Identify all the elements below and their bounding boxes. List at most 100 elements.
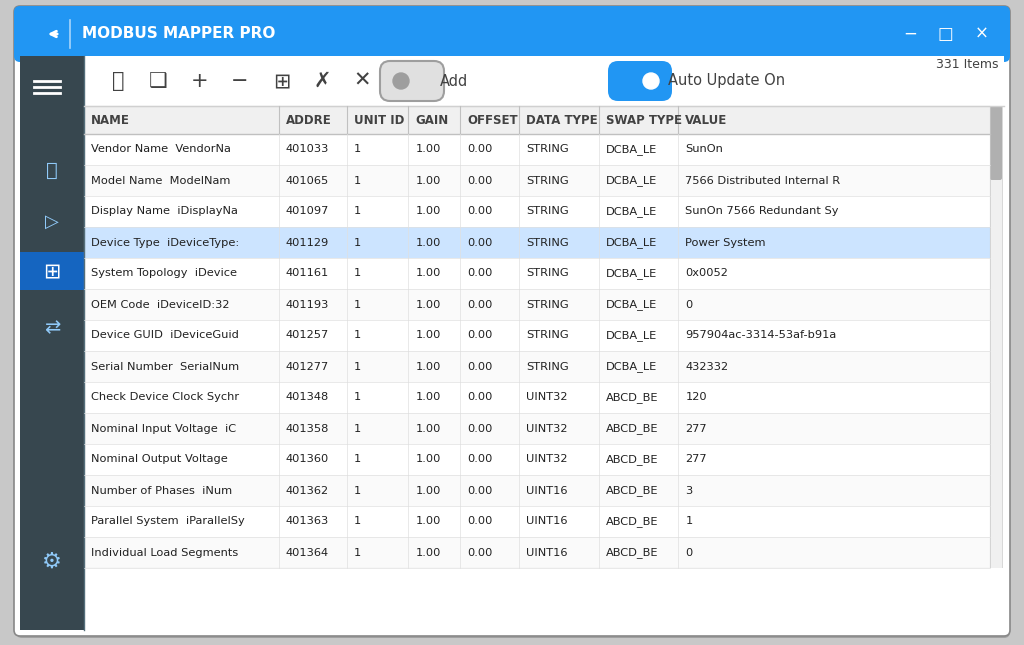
Text: Model Name  ModelNam: Model Name ModelNam xyxy=(91,175,230,186)
Text: OEM Code  iDeviceID:32: OEM Code iDeviceID:32 xyxy=(91,299,229,310)
Text: 1: 1 xyxy=(353,455,361,464)
Bar xyxy=(84,106,990,134)
Bar xyxy=(84,444,990,475)
Text: Device Type  iDeviceType:: Device Type iDeviceType: xyxy=(91,237,240,248)
Text: 277: 277 xyxy=(685,424,707,433)
Text: −: − xyxy=(903,25,916,43)
Text: Parallel System  iParallelSy: Parallel System iParallelSy xyxy=(91,517,245,526)
Text: □: □ xyxy=(937,25,953,43)
Text: 401065: 401065 xyxy=(286,175,329,186)
Text: ❑: ❑ xyxy=(148,71,167,91)
Bar xyxy=(84,351,990,382)
Text: 0.00: 0.00 xyxy=(467,517,493,526)
Text: SunOn 7566 Redundant Sy: SunOn 7566 Redundant Sy xyxy=(685,206,839,217)
Text: 1: 1 xyxy=(353,144,361,155)
Text: DCBA_LE: DCBA_LE xyxy=(605,361,656,372)
Text: 277: 277 xyxy=(685,455,707,464)
Text: STRING: STRING xyxy=(526,330,568,341)
Bar xyxy=(84,258,990,289)
Text: DCBA_LE: DCBA_LE xyxy=(605,268,656,279)
Text: Number of Phases  iNum: Number of Phases iNum xyxy=(91,486,232,495)
Text: 1.00: 1.00 xyxy=(416,361,440,372)
Text: System Topology  iDevice: System Topology iDevice xyxy=(91,268,237,279)
Bar xyxy=(84,134,990,165)
Circle shape xyxy=(643,73,659,89)
Text: 1.00: 1.00 xyxy=(416,548,440,557)
Text: 1: 1 xyxy=(685,517,692,526)
Text: ABCD_BE: ABCD_BE xyxy=(605,392,658,403)
Text: Check Device Clock Sychr: Check Device Clock Sychr xyxy=(91,393,240,402)
Bar xyxy=(84,506,990,537)
Text: 0.00: 0.00 xyxy=(467,330,493,341)
Text: UINT32: UINT32 xyxy=(526,424,567,433)
Text: UINT16: UINT16 xyxy=(526,548,567,557)
Text: DCBA_LE: DCBA_LE xyxy=(605,175,656,186)
FancyBboxPatch shape xyxy=(14,6,1010,62)
Text: 1.00: 1.00 xyxy=(416,144,440,155)
Bar xyxy=(990,106,1002,568)
Text: SWAP TYPE: SWAP TYPE xyxy=(605,114,682,126)
Bar xyxy=(84,568,1004,630)
Text: VALUE: VALUE xyxy=(685,114,728,126)
Text: 0.00: 0.00 xyxy=(467,393,493,402)
Text: 1.00: 1.00 xyxy=(416,517,440,526)
Text: STRING: STRING xyxy=(526,361,568,372)
FancyBboxPatch shape xyxy=(990,106,1002,180)
Bar xyxy=(84,537,990,568)
Text: 0.00: 0.00 xyxy=(467,237,493,248)
Text: 1.00: 1.00 xyxy=(416,268,440,279)
Text: 0.00: 0.00 xyxy=(467,175,493,186)
Text: 0: 0 xyxy=(685,548,692,557)
Bar xyxy=(84,227,990,258)
Text: 401033: 401033 xyxy=(286,144,329,155)
Text: 1: 1 xyxy=(353,237,361,248)
Text: STRING: STRING xyxy=(526,237,568,248)
Text: STRING: STRING xyxy=(526,299,568,310)
Text: ⚙: ⚙ xyxy=(42,552,62,572)
Text: ABCD_BE: ABCD_BE xyxy=(605,423,658,434)
Text: 1.00: 1.00 xyxy=(416,299,440,310)
Text: 1: 1 xyxy=(353,393,361,402)
Text: 401362: 401362 xyxy=(286,486,329,495)
Text: DCBA_LE: DCBA_LE xyxy=(605,206,656,217)
Bar xyxy=(84,289,990,320)
Text: 401348: 401348 xyxy=(286,393,329,402)
Text: Device GUID  iDeviceGuid: Device GUID iDeviceGuid xyxy=(91,330,239,341)
Text: 0: 0 xyxy=(685,299,692,310)
Text: 1.00: 1.00 xyxy=(416,486,440,495)
Text: 1.00: 1.00 xyxy=(416,393,440,402)
Text: 120: 120 xyxy=(685,393,707,402)
Text: ✗: ✗ xyxy=(313,71,331,91)
Text: DCBA_LE: DCBA_LE xyxy=(605,237,656,248)
Text: 1: 1 xyxy=(353,517,361,526)
Text: 1.00: 1.00 xyxy=(416,237,440,248)
Text: Serial Number  SerialNum: Serial Number SerialNum xyxy=(91,361,240,372)
Text: UINT16: UINT16 xyxy=(526,517,567,526)
Bar xyxy=(84,413,990,444)
Text: 1: 1 xyxy=(353,175,361,186)
Text: UNIT ID: UNIT ID xyxy=(353,114,404,126)
Text: 0.00: 0.00 xyxy=(467,548,493,557)
Text: 957904ac-3314-53af-b91a: 957904ac-3314-53af-b91a xyxy=(685,330,837,341)
Text: 3: 3 xyxy=(685,486,692,495)
Text: UINT32: UINT32 xyxy=(526,393,567,402)
Text: Nominal Input Voltage  iC: Nominal Input Voltage iC xyxy=(91,424,237,433)
Text: 0.00: 0.00 xyxy=(467,299,493,310)
Text: STRING: STRING xyxy=(526,268,568,279)
FancyBboxPatch shape xyxy=(380,61,444,101)
Bar xyxy=(990,106,1002,568)
Text: 401360: 401360 xyxy=(286,455,329,464)
Text: ⤫: ⤫ xyxy=(46,161,58,179)
Text: Display Name  iDisplayNa: Display Name iDisplayNa xyxy=(91,206,238,217)
Text: ▷: ▷ xyxy=(45,213,59,231)
Text: STRING: STRING xyxy=(526,175,568,186)
Text: 0x0052: 0x0052 xyxy=(685,268,728,279)
Text: 1: 1 xyxy=(353,548,361,557)
Text: NAME: NAME xyxy=(91,114,130,126)
Text: 1.00: 1.00 xyxy=(416,455,440,464)
Bar xyxy=(84,320,990,351)
Text: 1.00: 1.00 xyxy=(416,330,440,341)
Text: DCBA_LE: DCBA_LE xyxy=(605,299,656,310)
Text: 7566 Distributed Internal R: 7566 Distributed Internal R xyxy=(685,175,841,186)
Text: −: − xyxy=(231,71,249,91)
